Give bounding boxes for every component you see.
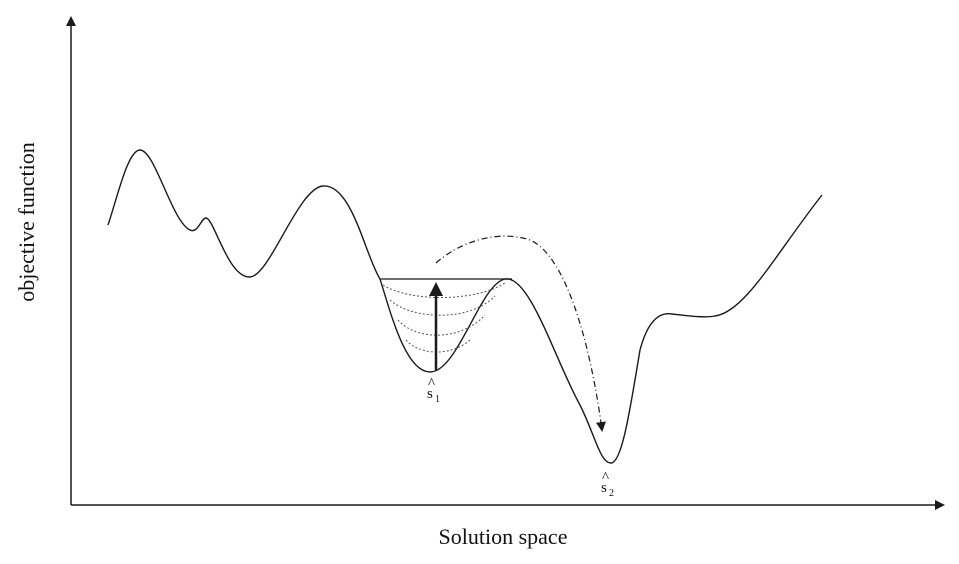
svg-text:^: ^ xyxy=(602,470,609,486)
svg-text:s: s xyxy=(427,386,433,402)
svg-text:s: s xyxy=(601,480,607,496)
svg-text:^: ^ xyxy=(428,376,435,392)
basin-level-3 xyxy=(397,314,486,336)
point-label-s1: ^ s 1 xyxy=(427,376,440,405)
point-label-s2: ^ s 2 xyxy=(601,470,614,499)
y-axis-label: objective function xyxy=(14,142,39,301)
x-axis-label: Solution space xyxy=(439,524,568,549)
objective-curve xyxy=(107,149,823,464)
basin-level-1 xyxy=(382,282,506,298)
jump-arrow xyxy=(435,235,606,432)
basin-level-2 xyxy=(389,295,496,316)
svg-text:2: 2 xyxy=(609,488,614,499)
svg-text:1: 1 xyxy=(435,394,440,405)
